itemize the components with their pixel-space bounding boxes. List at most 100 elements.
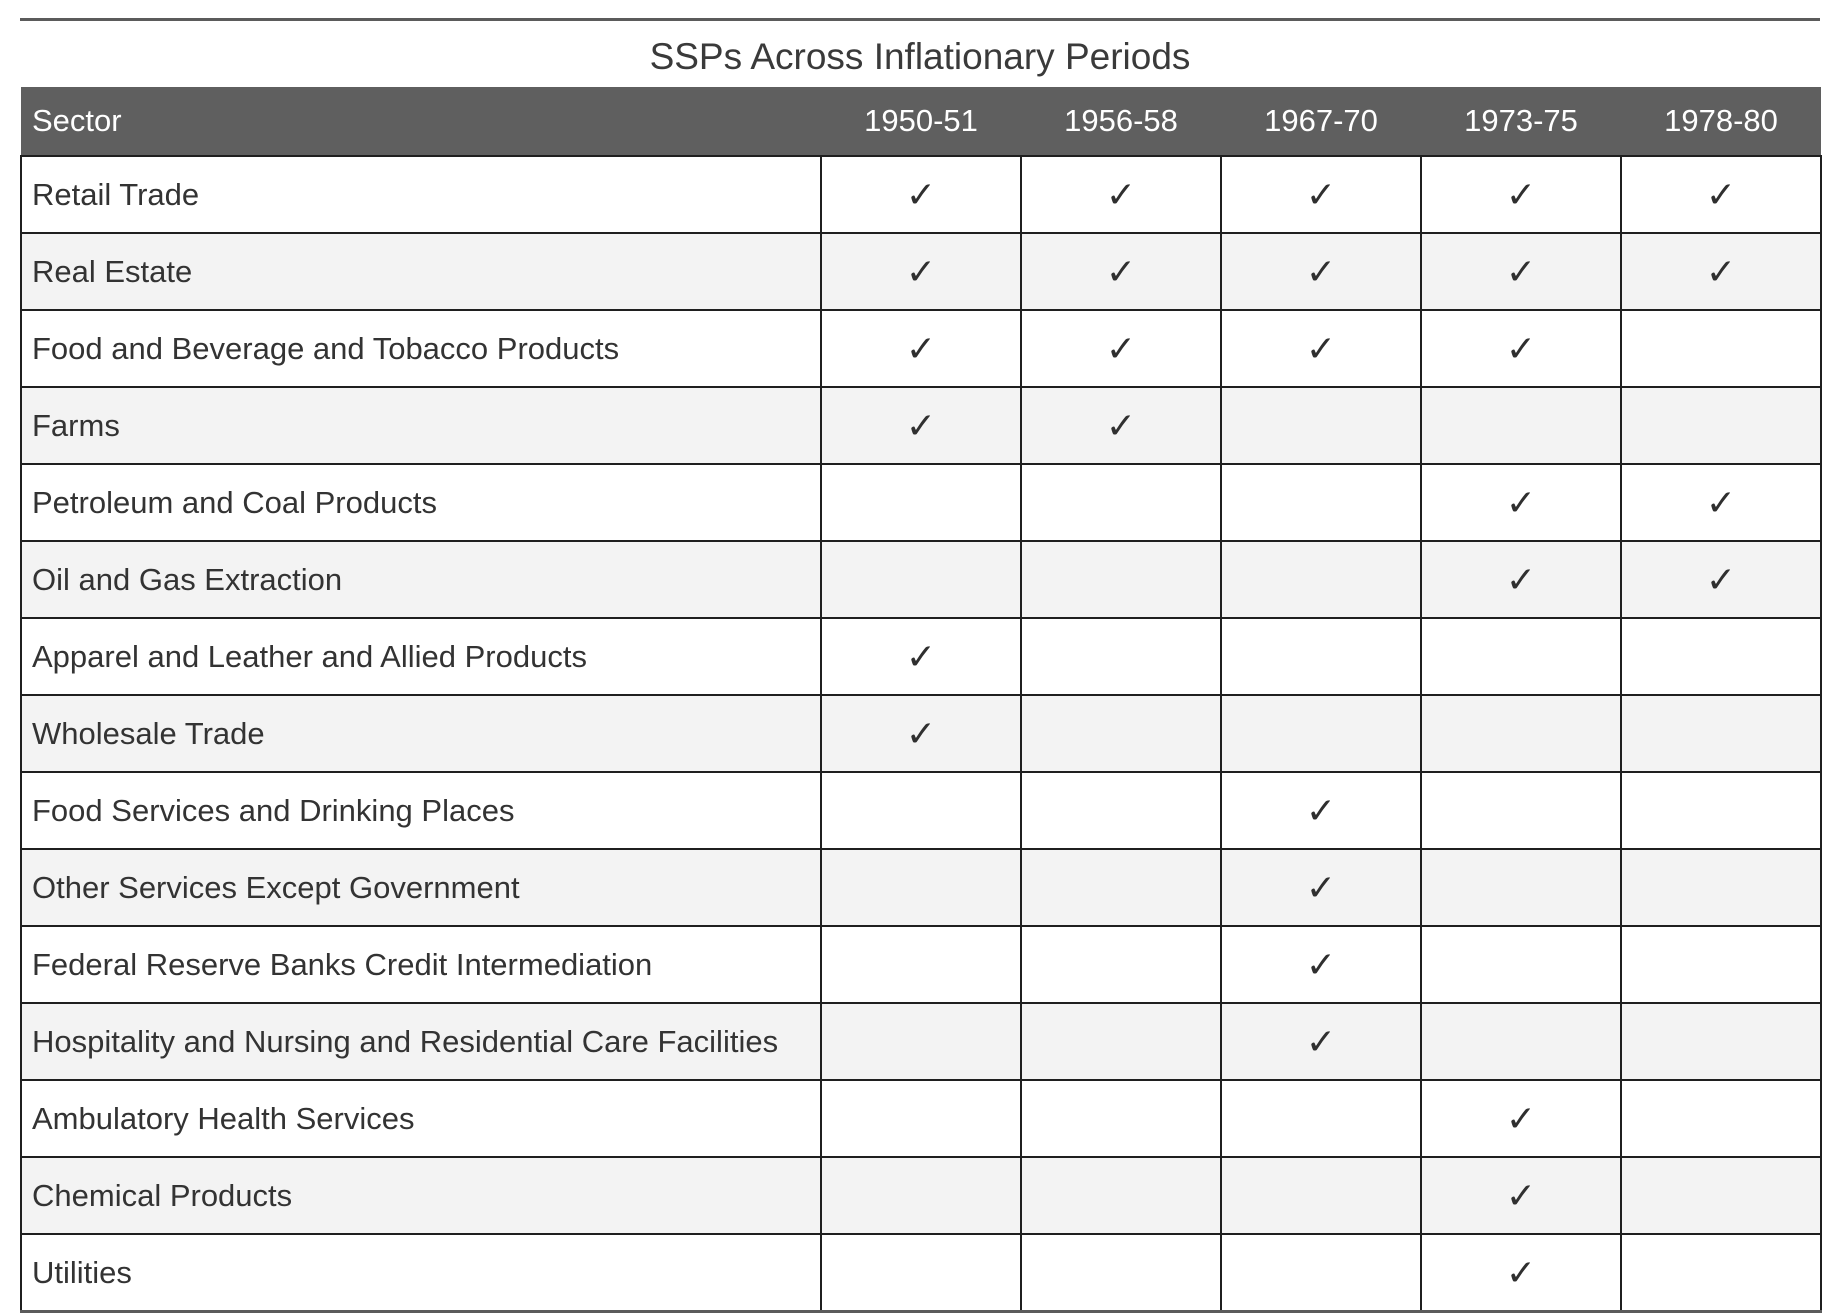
- sector-cell: Hospitality and Nursing and Residential …: [20, 1002, 822, 1081]
- checkmark-icon: ✓: [1020, 232, 1222, 311]
- empty-cell: [820, 771, 1022, 850]
- empty-cell: [820, 1233, 1022, 1313]
- empty-cell: [1020, 1002, 1222, 1081]
- checkmark-icon: ✓: [1420, 309, 1622, 388]
- checkmark-icon: ✓: [1420, 540, 1622, 619]
- empty-cell: [1420, 694, 1622, 773]
- sector-cell: Food and Beverage and Tobacco Products: [20, 309, 822, 388]
- empty-cell: [1020, 1156, 1222, 1235]
- empty-cell: [1020, 540, 1222, 619]
- checkmark-icon: ✓: [1420, 155, 1622, 234]
- table-row: Farms ✓ ✓: [20, 386, 1822, 465]
- empty-cell: [1020, 1079, 1222, 1158]
- table-row: Petroleum and Coal Products ✓ ✓: [20, 463, 1822, 542]
- table-row: Oil and Gas Extraction ✓ ✓: [20, 540, 1822, 619]
- sector-cell: Petroleum and Coal Products: [20, 463, 822, 542]
- empty-cell: [820, 540, 1022, 619]
- empty-cell: [1620, 1002, 1822, 1081]
- checkmark-icon: ✓: [1220, 155, 1422, 234]
- checkmark-icon: ✓: [1620, 155, 1822, 234]
- column-header-period: 1956-58: [1021, 87, 1221, 157]
- checkmark-icon: ✓: [820, 232, 1022, 311]
- empty-cell: [1620, 617, 1822, 696]
- ssp-table: Sector 1950-51 1956-58 1967-70 1973-75 1…: [20, 87, 1822, 1313]
- empty-cell: [1620, 925, 1822, 1004]
- header-row: Sector 1950-51 1956-58 1967-70 1973-75 1…: [21, 87, 1821, 157]
- empty-cell: [1620, 386, 1822, 465]
- empty-cell: [1620, 771, 1822, 850]
- empty-cell: [1420, 771, 1622, 850]
- empty-cell: [1620, 1156, 1822, 1235]
- checkmark-icon: ✓: [820, 694, 1022, 773]
- checkmark-icon: ✓: [1620, 463, 1822, 542]
- checkmark-icon: ✓: [1020, 309, 1222, 388]
- checkmark-icon: ✓: [1420, 1233, 1622, 1313]
- sector-cell: Real Estate: [20, 232, 822, 311]
- sector-cell: Ambulatory Health Services: [20, 1079, 822, 1158]
- empty-cell: [1020, 1233, 1222, 1313]
- sector-cell: Retail Trade: [20, 155, 822, 234]
- checkmark-icon: ✓: [1220, 848, 1422, 927]
- checkmark-icon: ✓: [1420, 1156, 1622, 1235]
- sector-cell: Oil and Gas Extraction: [20, 540, 822, 619]
- table-row: Real Estate ✓ ✓ ✓ ✓ ✓: [20, 232, 1822, 311]
- empty-cell: [1020, 694, 1222, 773]
- table-row: Food Services and Drinking Places ✓: [20, 771, 1822, 850]
- table-row: Other Services Except Government ✓: [20, 848, 1822, 927]
- empty-cell: [1220, 1233, 1422, 1313]
- empty-cell: [1620, 848, 1822, 927]
- checkmark-icon: ✓: [1620, 540, 1822, 619]
- checkmark-icon: ✓: [820, 386, 1022, 465]
- sector-cell: Farms: [20, 386, 822, 465]
- empty-cell: [820, 1079, 1022, 1158]
- checkmark-icon: ✓: [1420, 1079, 1622, 1158]
- table-row: Retail Trade ✓ ✓ ✓ ✓ ✓: [20, 155, 1822, 234]
- sector-cell: Chemical Products: [20, 1156, 822, 1235]
- sector-cell: Wholesale Trade: [20, 694, 822, 773]
- empty-cell: [1020, 925, 1222, 1004]
- empty-cell: [1620, 694, 1822, 773]
- sector-cell: Federal Reserve Banks Credit Intermediat…: [20, 925, 822, 1004]
- empty-cell: [1220, 386, 1422, 465]
- empty-cell: [1220, 1156, 1422, 1235]
- table-row: Wholesale Trade ✓: [20, 694, 1822, 773]
- table-row: Hospitality and Nursing and Residential …: [20, 1002, 1822, 1081]
- table-row: Ambulatory Health Services ✓: [20, 1079, 1822, 1158]
- table-title: SSPs Across Inflationary Periods: [649, 36, 1191, 77]
- empty-cell: [820, 1002, 1022, 1081]
- empty-cell: [820, 463, 1022, 542]
- table-body: Retail Trade ✓ ✓ ✓ ✓ ✓ Real Estate ✓ ✓ ✓ ✓ ✓ Food an…: [20, 155, 1822, 1313]
- table-row: Food and Beverage and Tobacco Products ✓ ✓…: [20, 309, 1822, 388]
- empty-cell: [1020, 463, 1222, 542]
- table-row: Apparel and Leather and Allied Products ✓: [20, 617, 1822, 696]
- empty-cell: [1420, 386, 1622, 465]
- checkmark-icon: ✓: [1220, 1002, 1422, 1081]
- checkmark-icon: ✓: [1220, 232, 1422, 311]
- top-rule: [20, 18, 1820, 21]
- empty-cell: [1620, 309, 1822, 388]
- table-row: Utilities ✓: [20, 1233, 1822, 1313]
- checkmark-icon: ✓: [1220, 771, 1422, 850]
- empty-cell: [1220, 463, 1422, 542]
- checkmark-icon: ✓: [820, 309, 1022, 388]
- checkmark-icon: ✓: [1020, 155, 1222, 234]
- empty-cell: [1420, 617, 1622, 696]
- empty-cell: [1620, 1079, 1822, 1158]
- column-header-period: 1973-75: [1421, 87, 1621, 157]
- empty-cell: [1220, 694, 1422, 773]
- empty-cell: [1020, 617, 1222, 696]
- sector-cell: Utilities: [20, 1233, 822, 1313]
- empty-cell: [1020, 771, 1222, 850]
- checkmark-icon: ✓: [1220, 925, 1422, 1004]
- empty-cell: [1420, 925, 1622, 1004]
- checkmark-icon: ✓: [1220, 309, 1422, 388]
- checkmark-icon: ✓: [820, 155, 1022, 234]
- table-header: Sector 1950-51 1956-58 1967-70 1973-75 1…: [21, 87, 1821, 157]
- empty-cell: [1220, 1079, 1422, 1158]
- column-header-sector: Sector: [21, 87, 821, 157]
- empty-cell: [1220, 617, 1422, 696]
- table-row: Federal Reserve Banks Credit Intermediat…: [20, 925, 1822, 1004]
- sector-cell: Apparel and Leather and Allied Products: [20, 617, 822, 696]
- sector-cell: Other Services Except Government: [20, 848, 822, 927]
- table-row: Chemical Products ✓: [20, 1156, 1822, 1235]
